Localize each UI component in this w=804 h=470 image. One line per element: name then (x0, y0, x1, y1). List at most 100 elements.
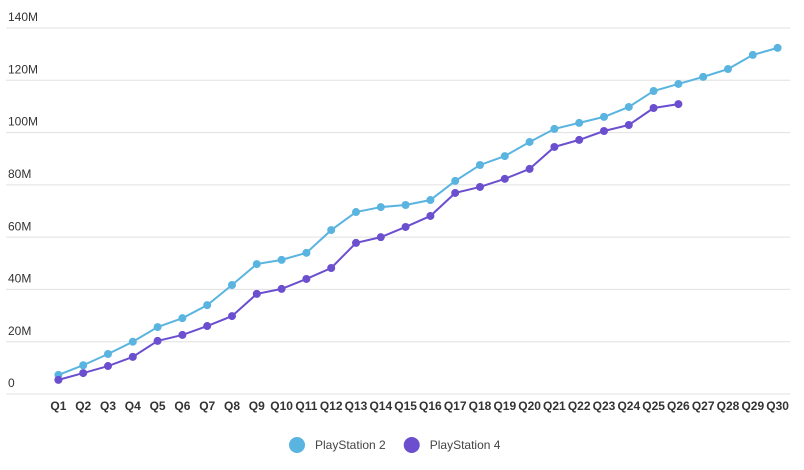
data-point (649, 103, 658, 112)
data-point (153, 323, 162, 332)
data-point (228, 312, 236, 321)
data-point (451, 176, 460, 185)
x-tick-label: Q4 (125, 399, 141, 413)
data-point (476, 182, 484, 191)
data-point (178, 330, 187, 339)
data-point (525, 137, 534, 146)
legend-label: PlayStation 2 (315, 438, 386, 452)
data-point (575, 135, 584, 144)
x-tick-label: Q30 (766, 399, 789, 413)
data-point (401, 222, 410, 231)
data-point (128, 352, 137, 361)
x-tick-label: Q5 (150, 399, 166, 413)
legend-marker (289, 437, 305, 453)
x-tick-label: Q21 (543, 399, 566, 413)
legend: PlayStation 2 PlayStation 4 (289, 437, 501, 453)
x-tick-label: Q10 (270, 399, 293, 413)
y-tick-label: 80M (8, 167, 31, 181)
y-tick-label: 60M (8, 219, 31, 233)
series-line (58, 46, 778, 376)
series-line (58, 103, 679, 381)
data-point (376, 233, 385, 242)
x-tick-label: Q22 (568, 399, 591, 413)
data-point (401, 200, 410, 209)
data-point (550, 124, 559, 133)
legend-marker (403, 437, 420, 453)
data-point (203, 322, 212, 331)
x-tick-label: Q28 (717, 399, 740, 413)
data-point (252, 260, 261, 269)
data-point (228, 280, 236, 289)
data-point (451, 188, 460, 197)
data-point (277, 284, 286, 293)
data-point (748, 50, 757, 59)
data-point (277, 255, 286, 264)
data-point (104, 362, 112, 371)
x-tick-label: Q6 (174, 399, 190, 413)
data-point (699, 72, 708, 81)
data-point (649, 87, 658, 96)
data-point (500, 174, 509, 183)
y-tick-label: 140M (8, 10, 38, 24)
data-point (352, 238, 360, 247)
x-tick-label: Q25 (642, 399, 665, 413)
x-tick-label: Q7 (199, 399, 215, 413)
data-point (525, 164, 534, 173)
y-tick-label: 100M (8, 115, 38, 129)
x-tick-label: Q1 (50, 399, 66, 413)
data-point (352, 208, 360, 217)
x-tick-label: Q27 (692, 399, 715, 413)
data-point (600, 112, 608, 121)
x-tick-label: Q13 (345, 399, 368, 413)
data-point (327, 226, 336, 235)
x-tick-label: Q20 (518, 399, 541, 413)
x-tick-label: Q14 (369, 399, 392, 413)
data-point (624, 120, 633, 129)
data-point (178, 314, 187, 323)
data-point (575, 118, 584, 127)
data-point (79, 361, 88, 370)
x-tick-label: Q3 (100, 399, 116, 413)
data-point (773, 43, 782, 52)
data-point (500, 152, 509, 161)
x-tick-label: Q15 (394, 399, 417, 413)
x-tick-label: Q9 (249, 399, 265, 413)
x-tick-label: Q26 (667, 399, 690, 413)
data-point (426, 211, 435, 220)
data-point (600, 127, 608, 136)
data-point (674, 100, 683, 109)
x-tick-label: Q19 (493, 399, 516, 413)
data-point (302, 248, 311, 257)
data-point (252, 289, 261, 298)
y-tick-label: 120M (8, 62, 38, 76)
data-point (203, 301, 212, 310)
data-point (128, 337, 137, 346)
x-tick-label: Q17 (444, 399, 467, 413)
data-point (79, 369, 88, 378)
y-tick-label: 0 (8, 376, 15, 390)
x-tick-label: Q18 (469, 399, 492, 413)
data-point (104, 350, 112, 359)
x-tick-label: Q29 (741, 399, 764, 413)
x-tick-label: Q16 (419, 399, 442, 413)
data-point (54, 375, 63, 384)
data-point (327, 263, 336, 272)
x-tick-label: Q8 (224, 399, 240, 413)
data-point (376, 203, 385, 212)
data-point (426, 196, 435, 205)
data-point (302, 274, 311, 283)
x-tick-label: Q24 (617, 399, 640, 413)
data-point (674, 79, 683, 88)
data-point (153, 336, 162, 345)
y-tick-label: 20M (8, 324, 31, 338)
x-tick-label: Q11 (295, 399, 317, 413)
x-tick-label: Q23 (593, 399, 616, 413)
y-tick-label: 40M (8, 272, 31, 286)
x-tick-label: Q12 (320, 399, 343, 413)
data-point (550, 142, 559, 151)
legend-label: PlayStation 4 (430, 438, 501, 452)
data-point (476, 160, 484, 169)
data-point (624, 102, 633, 111)
x-tick-label: Q2 (75, 399, 91, 413)
